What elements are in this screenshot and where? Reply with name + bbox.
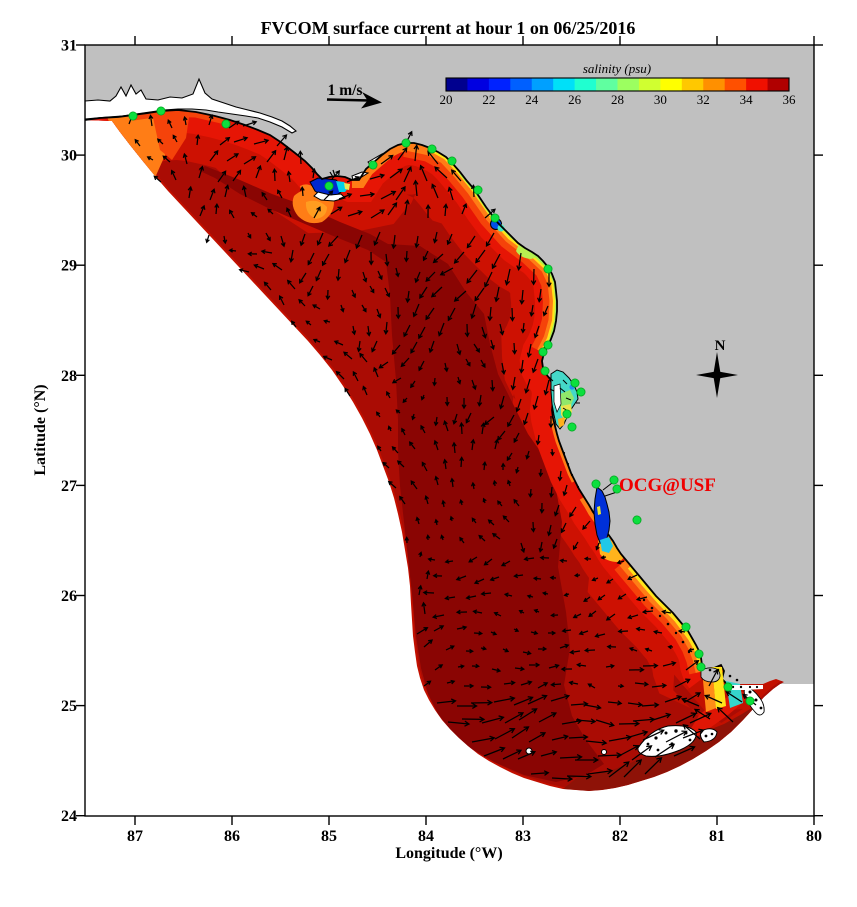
svg-text:24: 24: [61, 808, 77, 825]
svg-text:30: 30: [61, 148, 77, 165]
svg-text:N: N: [715, 338, 726, 354]
svg-text:85: 85: [321, 828, 337, 845]
svg-text:28: 28: [61, 368, 77, 385]
svg-text:27: 27: [61, 478, 77, 495]
svg-text:34: 34: [740, 92, 754, 107]
svg-text:28: 28: [611, 92, 624, 107]
svg-text:30: 30: [654, 92, 667, 107]
svg-text:22: 22: [482, 92, 495, 107]
svg-text:salinity (psu): salinity (psu): [583, 61, 651, 76]
svg-text:29: 29: [61, 258, 77, 275]
svg-text:FVCOM surface current at hour: FVCOM surface current at hour 1 on 06/25…: [261, 18, 636, 38]
svg-text:32: 32: [697, 92, 710, 107]
svg-text:26: 26: [61, 588, 77, 605]
svg-text:82: 82: [612, 828, 628, 845]
svg-text:36: 36: [783, 92, 797, 107]
svg-text:86: 86: [224, 828, 240, 845]
svg-text:81: 81: [709, 828, 725, 845]
svg-text:84: 84: [418, 828, 434, 845]
svg-text:OCG@USF: OCG@USF: [619, 475, 716, 496]
svg-text:83: 83: [515, 828, 531, 845]
svg-text:24: 24: [525, 92, 539, 107]
svg-text:31: 31: [61, 38, 77, 55]
svg-text:1 m/s: 1 m/s: [328, 82, 363, 99]
svg-text:26: 26: [568, 92, 582, 107]
svg-text:20: 20: [440, 92, 453, 107]
svg-text:Longitude (°W): Longitude (°W): [395, 845, 502, 862]
svg-text:80: 80: [806, 828, 822, 845]
svg-text:87: 87: [127, 828, 143, 845]
svg-text:Latitude (°N): Latitude (°N): [32, 384, 49, 475]
svg-text:25: 25: [61, 698, 77, 715]
